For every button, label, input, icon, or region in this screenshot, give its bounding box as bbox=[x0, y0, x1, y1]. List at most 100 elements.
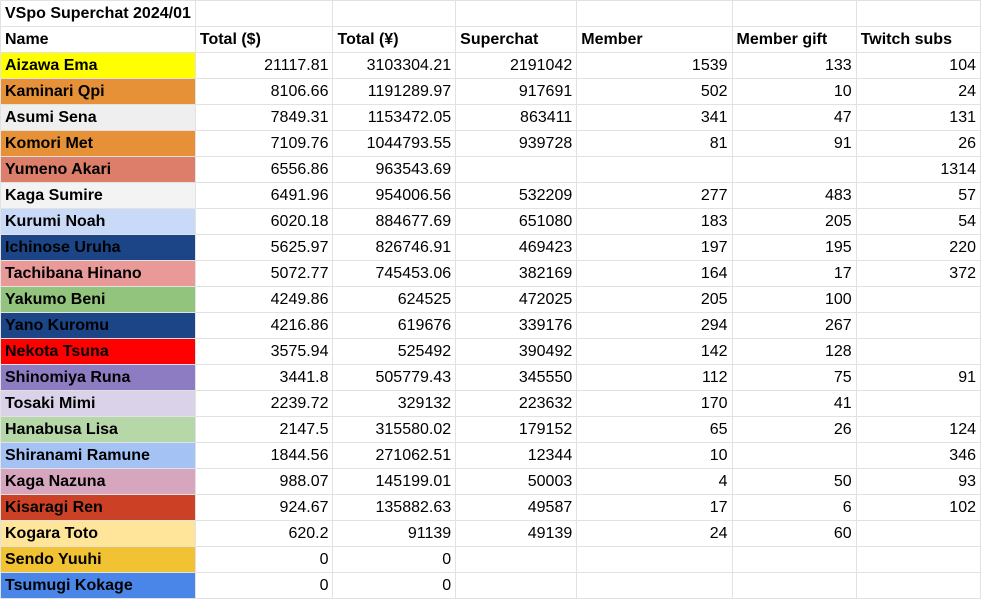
cell-twitch-subs[interactable] bbox=[855, 286, 981, 313]
cell-twitch-subs[interactable] bbox=[855, 572, 981, 599]
cell-total-usd[interactable]: 988.07 bbox=[194, 468, 334, 495]
cell-twitch-subs[interactable]: 220 bbox=[855, 234, 981, 261]
cell-member[interactable]: 164 bbox=[576, 260, 733, 287]
cell-name[interactable]: Yumeno Akari bbox=[0, 156, 196, 183]
cell-member-gift[interactable]: 195 bbox=[731, 234, 857, 261]
cell-name[interactable]: Komori Met bbox=[0, 130, 196, 157]
cell-total-usd[interactable]: 4249.86 bbox=[194, 286, 334, 313]
cell-total-usd[interactable]: 21117.81 bbox=[194, 52, 334, 79]
cell-member-gift[interactable]: 267 bbox=[731, 312, 857, 339]
cell-twitch-subs[interactable]: 93 bbox=[855, 468, 981, 495]
cell-member-gift[interactable]: 17 bbox=[731, 260, 857, 287]
cell-twitch-subs[interactable] bbox=[855, 312, 981, 339]
cell-member[interactable]: 205 bbox=[576, 286, 733, 313]
cell-member-gift[interactable]: 10 bbox=[731, 78, 857, 105]
cell-total-usd[interactable]: 620.2 bbox=[194, 520, 334, 547]
cell-name[interactable]: Hanabusa Lisa bbox=[0, 416, 196, 443]
cell-superchat[interactable]: 472025 bbox=[455, 286, 578, 313]
cell-twitch-subs[interactable] bbox=[855, 390, 981, 417]
cell-name[interactable]: Shiranami Ramune bbox=[0, 442, 196, 469]
cell-twitch-subs[interactable] bbox=[855, 338, 981, 365]
cell-total-usd[interactable]: 6556.86 bbox=[194, 156, 334, 183]
cell-member[interactable]: 502 bbox=[576, 78, 733, 105]
cell-total-usd[interactable]: 924.67 bbox=[194, 494, 334, 521]
cell-total-usd[interactable]: 2147.5 bbox=[194, 416, 334, 443]
cell-total-jpy[interactable]: 1191289.97 bbox=[332, 78, 457, 105]
empty-cell[interactable] bbox=[455, 0, 578, 27]
cell-twitch-subs[interactable]: 104 bbox=[855, 52, 981, 79]
cell-total-jpy[interactable]: 525492 bbox=[332, 338, 457, 365]
cell-member-gift[interactable]: 133 bbox=[731, 52, 857, 79]
cell-total-usd[interactable]: 4216.86 bbox=[194, 312, 334, 339]
cell-member[interactable]: 294 bbox=[576, 312, 733, 339]
cell-name[interactable]: Kaga Nazuna bbox=[0, 468, 196, 495]
cell-member[interactable]: 277 bbox=[576, 182, 733, 209]
cell-total-jpy[interactable]: 884677.69 bbox=[332, 208, 457, 235]
cell-name[interactable]: Nekota Tsuna bbox=[0, 338, 196, 365]
cell-total-jpy[interactable]: 1153472.05 bbox=[332, 104, 457, 131]
cell-superchat[interactable] bbox=[455, 572, 578, 599]
cell-twitch-subs[interactable]: 346 bbox=[855, 442, 981, 469]
cell-twitch-subs[interactable]: 124 bbox=[855, 416, 981, 443]
cell-total-usd[interactable]: 6020.18 bbox=[194, 208, 334, 235]
cell-member-gift[interactable]: 50 bbox=[731, 468, 857, 495]
cell-member-gift[interactable] bbox=[731, 546, 857, 573]
cell-total-jpy[interactable]: 624525 bbox=[332, 286, 457, 313]
cell-member[interactable]: 65 bbox=[576, 416, 733, 443]
cell-superchat[interactable]: 345550 bbox=[455, 364, 578, 391]
header-twitch-subs[interactable]: Twitch subs bbox=[855, 26, 981, 53]
cell-member[interactable]: 170 bbox=[576, 390, 733, 417]
cell-twitch-subs[interactable]: 372 bbox=[855, 260, 981, 287]
cell-superchat[interactable]: 939728 bbox=[455, 130, 578, 157]
cell-superchat[interactable]: 390492 bbox=[455, 338, 578, 365]
cell-twitch-subs[interactable]: 131 bbox=[855, 104, 981, 131]
cell-member[interactable]: 112 bbox=[576, 364, 733, 391]
cell-member-gift[interactable]: 47 bbox=[731, 104, 857, 131]
cell-superchat[interactable]: 469423 bbox=[455, 234, 578, 261]
cell-member[interactable]: 142 bbox=[576, 338, 733, 365]
cell-superchat[interactable]: 532209 bbox=[455, 182, 578, 209]
cell-member[interactable]: 17 bbox=[576, 494, 733, 521]
cell-name[interactable]: Ichinose Uruha bbox=[0, 234, 196, 261]
cell-total-usd[interactable]: 2239.72 bbox=[194, 390, 334, 417]
cell-total-jpy[interactable]: 0 bbox=[332, 572, 457, 599]
cell-member-gift[interactable]: 41 bbox=[731, 390, 857, 417]
cell-name[interactable]: Tachibana Hinano bbox=[0, 260, 196, 287]
cell-total-usd[interactable]: 7849.31 bbox=[194, 104, 334, 131]
cell-total-usd[interactable]: 1844.56 bbox=[194, 442, 334, 469]
cell-member-gift[interactable]: 75 bbox=[731, 364, 857, 391]
cell-total-jpy[interactable]: 963543.69 bbox=[332, 156, 457, 183]
cell-member[interactable]: 10 bbox=[576, 442, 733, 469]
cell-twitch-subs[interactable] bbox=[855, 546, 981, 573]
cell-total-usd[interactable]: 3575.94 bbox=[194, 338, 334, 365]
cell-total-jpy[interactable]: 329132 bbox=[332, 390, 457, 417]
sheet-title[interactable]: VSpo Superchat 2024/01 bbox=[0, 0, 196, 27]
cell-member-gift[interactable]: 483 bbox=[731, 182, 857, 209]
empty-cell[interactable] bbox=[194, 0, 334, 27]
cell-superchat[interactable]: 49587 bbox=[455, 494, 578, 521]
cell-total-usd[interactable]: 5625.97 bbox=[194, 234, 334, 261]
cell-member-gift[interactable]: 128 bbox=[731, 338, 857, 365]
cell-name[interactable]: Kurumi Noah bbox=[0, 208, 196, 235]
cell-member-gift[interactable] bbox=[731, 156, 857, 183]
cell-superchat[interactable]: 12344 bbox=[455, 442, 578, 469]
cell-member-gift[interactable] bbox=[731, 442, 857, 469]
cell-name[interactable]: Sendo Yuuhi bbox=[0, 546, 196, 573]
cell-name[interactable]: Kisaragi Ren bbox=[0, 494, 196, 521]
cell-member[interactable]: 4 bbox=[576, 468, 733, 495]
cell-member[interactable] bbox=[576, 156, 733, 183]
cell-name[interactable]: Kogara Toto bbox=[0, 520, 196, 547]
empty-cell[interactable] bbox=[731, 0, 857, 27]
cell-name[interactable]: Kaminari Qpi bbox=[0, 78, 196, 105]
cell-superchat[interactable]: 863411 bbox=[455, 104, 578, 131]
cell-total-jpy[interactable]: 954006.56 bbox=[332, 182, 457, 209]
cell-member[interactable]: 81 bbox=[576, 130, 733, 157]
cell-superchat[interactable] bbox=[455, 546, 578, 573]
cell-total-jpy[interactable]: 619676 bbox=[332, 312, 457, 339]
cell-total-jpy[interactable]: 0 bbox=[332, 546, 457, 573]
cell-name[interactable]: Yano Kuromu bbox=[0, 312, 196, 339]
cell-twitch-subs[interactable]: 91 bbox=[855, 364, 981, 391]
cell-superchat[interactable]: 2191042 bbox=[455, 52, 578, 79]
cell-member-gift[interactable]: 205 bbox=[731, 208, 857, 235]
header-total-jpy[interactable]: Total (¥) bbox=[332, 26, 457, 53]
